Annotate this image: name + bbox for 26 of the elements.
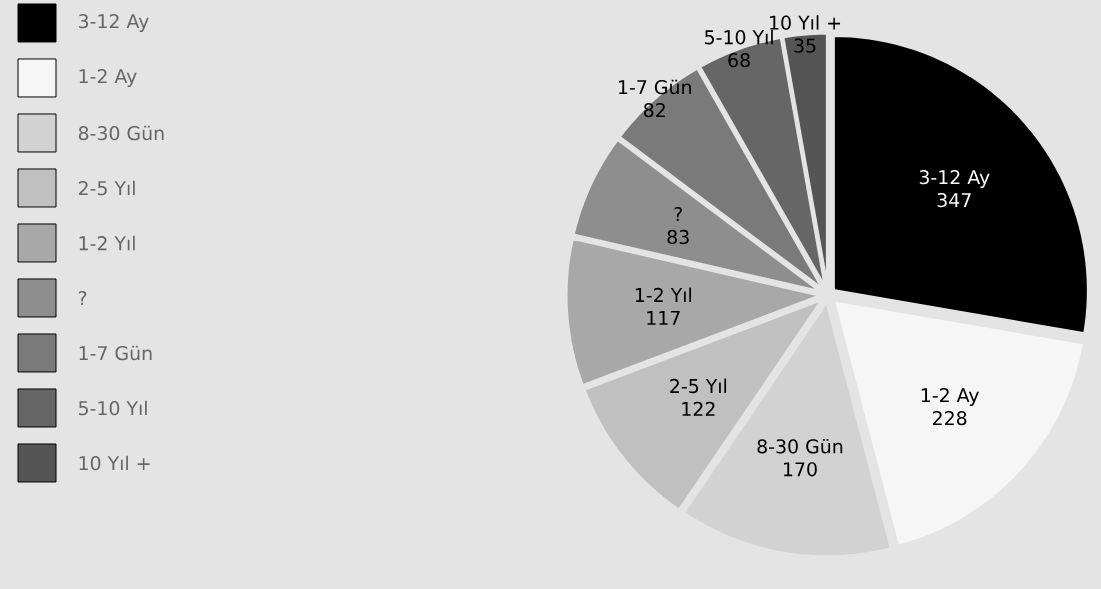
- legend-label: 1-7 Gün: [79, 345, 152, 361]
- legend-label: 5-10 Yıl: [78, 400, 147, 416]
- data-label: 35: [794, 38, 816, 53]
- slice-label: 8-30 Gün: [757, 438, 843, 454]
- slice-label: 10 Yıl +: [770, 15, 841, 30]
- data-label: 122: [682, 401, 715, 416]
- data-label: 82: [643, 102, 665, 118]
- data-label: 228: [932, 410, 967, 426]
- legend-label: 2-5 Yıl: [78, 180, 135, 196]
- legend-label: 1-2 Yıl: [79, 235, 135, 251]
- legend-label: 10 Yıl +: [79, 455, 150, 471]
- data-label: 170: [784, 462, 817, 477]
- data-label: 117: [647, 311, 680, 325]
- data-label: 68: [728, 53, 750, 68]
- slice-label: 3-12 Ay: [919, 170, 990, 188]
- slice-label: 2-5 Yıl: [670, 378, 727, 394]
- slice-label: 5-10 Yıl: [705, 29, 773, 45]
- legend-label: 8-30 Gün: [78, 125, 164, 141]
- slice-label: 1-2 Ay: [921, 388, 979, 407]
- data-label: 347: [937, 192, 971, 208]
- slice-label: ?: [674, 206, 682, 221]
- slice-label: 1-2 Yıl: [635, 287, 692, 302]
- legend-label: 3-12 Ay: [78, 13, 149, 32]
- legend-label: ?: [78, 290, 87, 306]
- legend-label: 1-2 Ay: [79, 68, 137, 87]
- data-label: 83: [667, 229, 689, 245]
